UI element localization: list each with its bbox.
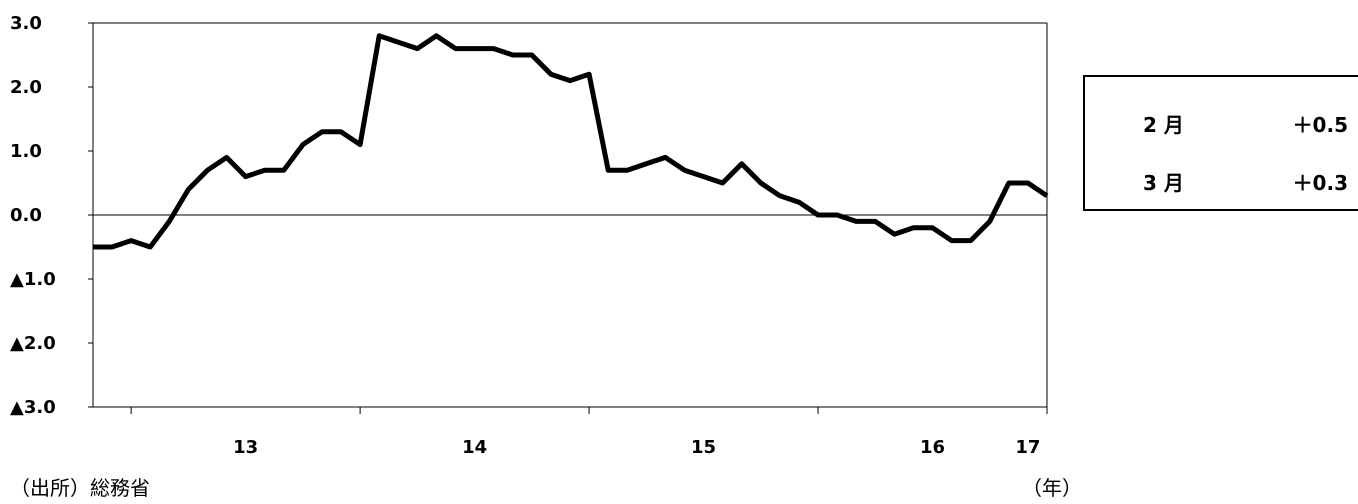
y-tick-label: ▲2.0 bbox=[10, 333, 56, 354]
x-tick-label: 14 bbox=[462, 437, 487, 458]
legend-month-mar: 3 月 bbox=[1143, 171, 1184, 195]
y-tick-label: ▲3.0 bbox=[10, 397, 56, 418]
legend-value-feb: ＋0.5 bbox=[1292, 113, 1348, 137]
y-tick-label: ▲1.0 bbox=[10, 269, 56, 290]
source-note: （出所）総務省 bbox=[10, 476, 150, 500]
y-tick-label: 0.0 bbox=[10, 205, 42, 226]
x-tick-label: 15 bbox=[691, 437, 716, 458]
latest-values-box: 2 月 ＋0.5 3 月 ＋0.3 bbox=[1083, 75, 1358, 211]
legend-row-mar: 3 月 ＋0.3 bbox=[1085, 167, 1358, 197]
y-tick-label: 3.0 bbox=[10, 13, 42, 34]
y-tick-label: 2.0 bbox=[10, 77, 42, 98]
y-tick-label: 1.0 bbox=[10, 141, 42, 162]
series-line bbox=[93, 33, 1049, 250]
x-tick-label: 17 bbox=[1015, 437, 1040, 458]
x-axis-ticks: 13 14 15 16 17 bbox=[130, 407, 1048, 458]
x-axis-unit: （年） bbox=[1022, 476, 1082, 500]
legend-value-mar: ＋0.3 bbox=[1292, 171, 1348, 195]
legend-row-feb: 2 月 ＋0.5 bbox=[1085, 109, 1358, 139]
x-tick-label: 13 bbox=[233, 437, 258, 458]
y-axis-ticks: 3.0 2.0 1.0 0.0 ▲1.0 ▲2.0 ▲3.0 bbox=[10, 13, 93, 418]
series-layer bbox=[93, 33, 1049, 250]
legend-month-feb: 2 月 bbox=[1143, 113, 1184, 137]
x-tick-label: 16 bbox=[920, 437, 945, 458]
